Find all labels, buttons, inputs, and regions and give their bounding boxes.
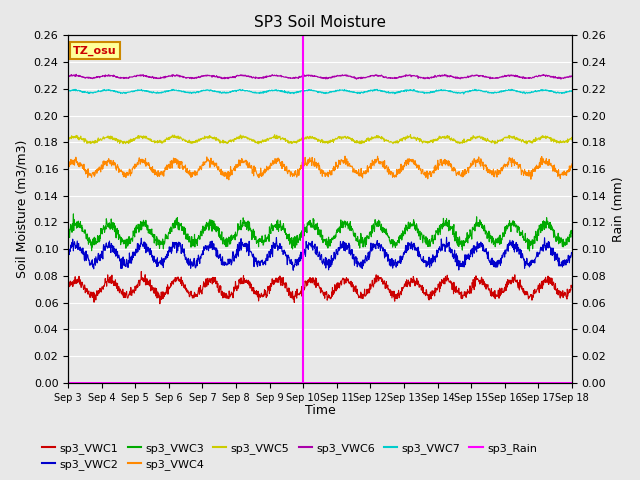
Legend: sp3_VWC1, sp3_VWC2, sp3_VWC3, sp3_VWC4, sp3_VWC5, sp3_VWC6, sp3_VWC7, sp3_Rain: sp3_VWC1, sp3_VWC2, sp3_VWC3, sp3_VWC4, … [38, 438, 541, 474]
Y-axis label: Rain (mm): Rain (mm) [612, 176, 625, 242]
Title: SP3 Soil Moisture: SP3 Soil Moisture [254, 15, 386, 30]
Y-axis label: Soil Moisture (m3/m3): Soil Moisture (m3/m3) [15, 140, 28, 278]
X-axis label: Time: Time [305, 404, 335, 417]
Text: TZ_osu: TZ_osu [73, 46, 117, 56]
